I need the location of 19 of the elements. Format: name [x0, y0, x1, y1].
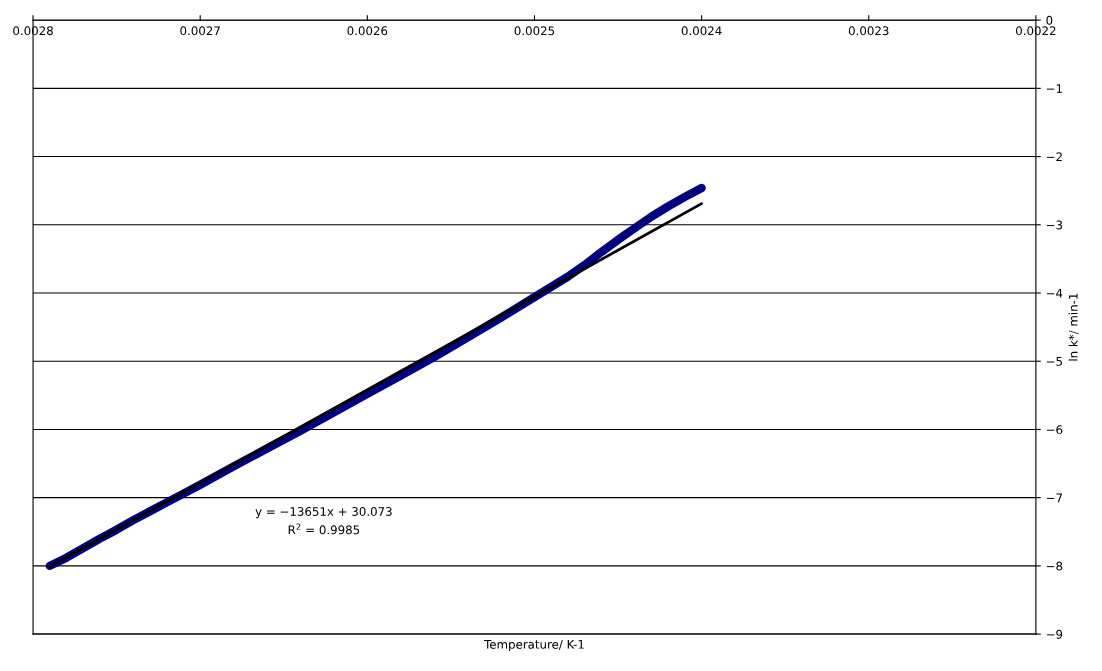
y-tick-label: −1: [1046, 84, 1062, 93]
y-tick-label: −9: [1046, 629, 1063, 639]
y-axis-title: ln k*/ min-1: [1068, 293, 1079, 361]
x-tick-label: 0.0026: [347, 26, 388, 36]
y-tick-label: −5: [1046, 357, 1062, 366]
annotation: y = −13651x + 30.073: [255, 507, 392, 519]
y-tick-label: −3: [1046, 220, 1063, 230]
x-tick-label: 0.0027: [180, 26, 220, 36]
y-tick-label: −2: [1046, 152, 1062, 162]
x-tick-label: 0.0024: [681, 26, 722, 36]
x-tick-label: 0.0025: [514, 26, 555, 36]
x-tick-label: 0.0023: [848, 26, 889, 36]
y-tick-label: −6: [1046, 425, 1063, 435]
y-tick-label: −8: [1046, 561, 1063, 571]
y-tick-label: −4: [1046, 288, 1063, 298]
x-axis-title: Temperature/ K-1: [484, 640, 584, 652]
annotation: R$^{2}$ = 0.9985: [288, 523, 360, 535]
y-tick-label: 0: [1046, 15, 1053, 25]
y-tick-label: −7: [1046, 493, 1062, 503]
